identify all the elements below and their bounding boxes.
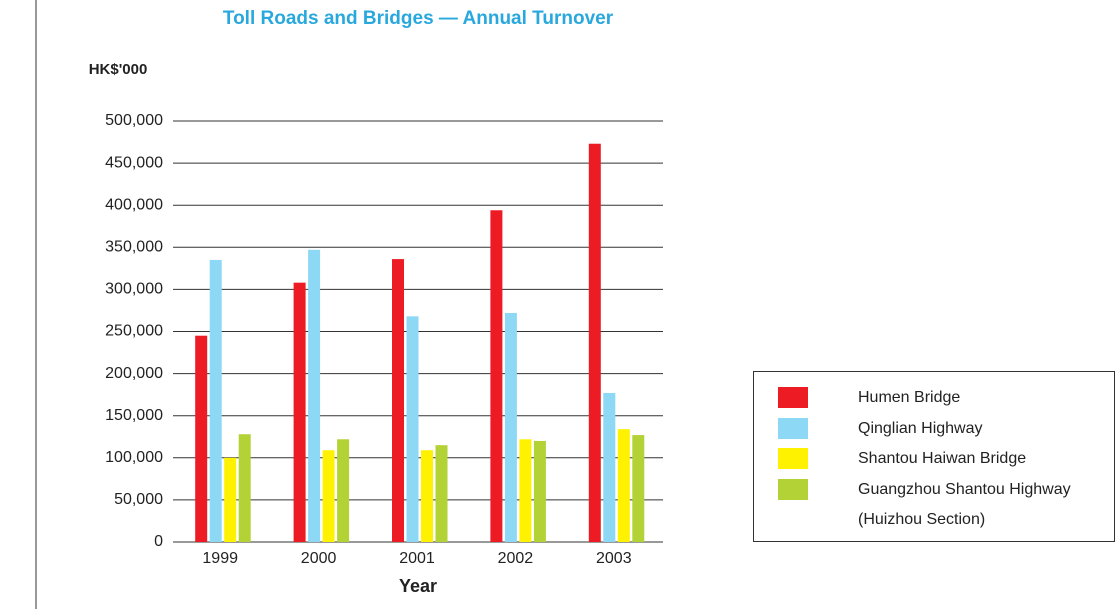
x-tick-label: 2003: [596, 550, 632, 567]
bar: [308, 249, 321, 543]
legend-swatch: [778, 478, 808, 500]
bar: [617, 429, 630, 542]
legend-label: Qinglian Highway: [858, 419, 983, 437]
y-tick-label: 450,000: [105, 154, 163, 171]
bar: [293, 282, 306, 542]
bar: [533, 440, 546, 542]
x-tick-label: 2001: [399, 550, 435, 567]
bar: [421, 450, 433, 542]
bar: [224, 457, 237, 542]
y-tick-label: 150,000: [105, 407, 163, 424]
bar: [519, 439, 532, 542]
bar: [322, 450, 335, 542]
x-tick-label: 2002: [498, 550, 534, 567]
y-tick-label: 500,000: [105, 112, 163, 129]
bar: [195, 335, 208, 542]
legend: Humen Bridge Qinglian Highway Shantou Haiw…: [753, 371, 1115, 542]
bar: [337, 439, 350, 542]
bar: [392, 259, 404, 542]
y-tick-label: 50,000: [114, 491, 163, 508]
y-tick-label: 350,000: [105, 239, 163, 256]
chart-title: Toll Roads and Bridges — Annual Turnover: [223, 8, 614, 29]
y-tick-label: 0: [154, 533, 163, 550]
legend-swatch: [778, 448, 808, 469]
legend-swatch: [778, 417, 808, 439]
bar: [588, 143, 601, 542]
bar: [603, 392, 616, 542]
legend-label: Humen Bridge: [858, 389, 961, 406]
bar: [490, 210, 503, 542]
y-tick-label: 400,000: [105, 196, 163, 213]
bar: [504, 312, 517, 542]
y-tick-label: 100,000: [105, 449, 163, 466]
legend-label: Shantou Haiwan Bridge: [858, 450, 1027, 467]
x-axis-label: Year: [399, 576, 437, 596]
legend-swatch: [778, 387, 808, 408]
y-axis-label: HK$'000: [89, 61, 148, 78]
y-tick-label: 250,000: [105, 323, 163, 340]
bar: [209, 259, 222, 542]
bar: [238, 434, 251, 542]
x-tick-label: 2000: [301, 550, 337, 567]
legend-label: Guangzhou Shantou Highway (Huizhou Secti…: [858, 480, 1071, 528]
x-tick-label: 1999: [202, 550, 238, 567]
y-tick-label: 200,000: [105, 365, 163, 382]
y-tick-label: 300,000: [105, 281, 163, 298]
bar: [435, 445, 448, 542]
bar: [406, 316, 419, 542]
bar: [632, 435, 645, 542]
